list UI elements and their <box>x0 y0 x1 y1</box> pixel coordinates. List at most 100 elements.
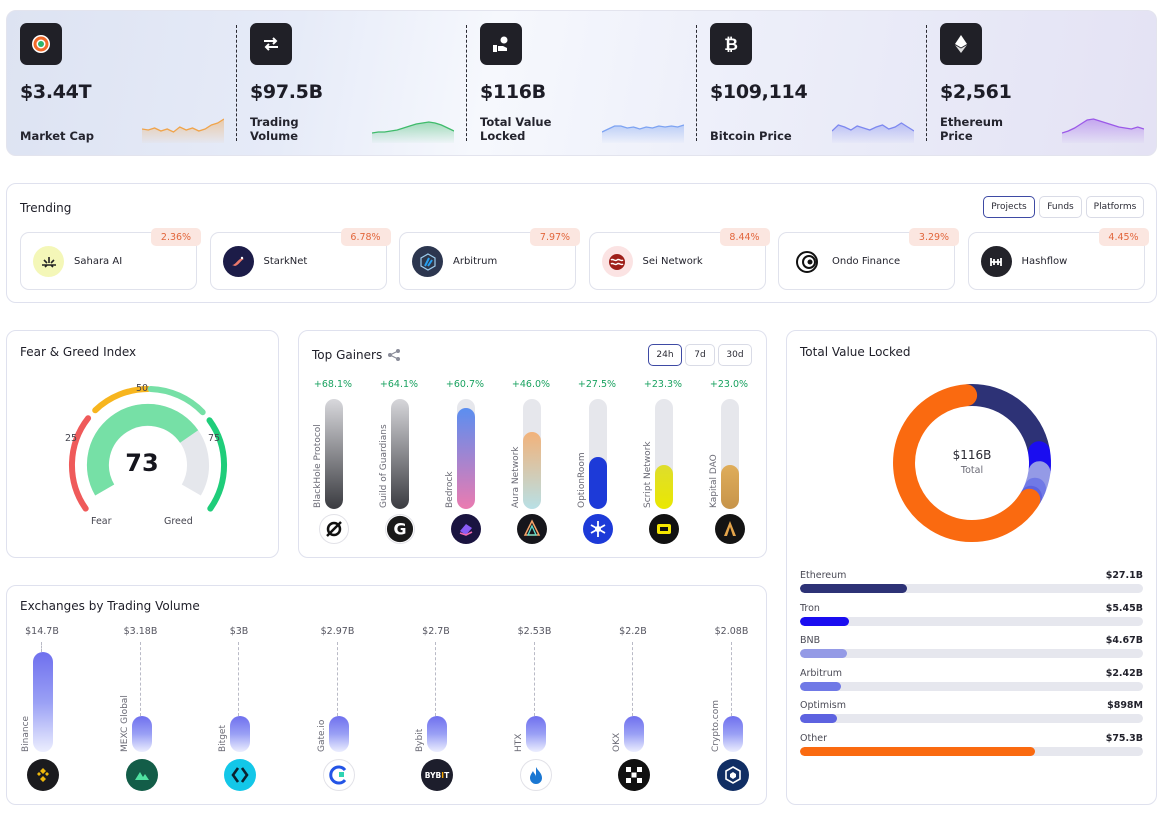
tvl-row-tron[interactable]: Tron $5.45B <box>800 603 1143 629</box>
tvl-row-other[interactable]: Other $75.3B <box>800 733 1143 759</box>
trending-card-ondo-finance[interactable]: Ondo Finance 3.29% <box>778 228 959 290</box>
leader-line <box>139 642 141 716</box>
leader-line <box>238 642 239 716</box>
change-badge: 3.29% <box>909 228 959 246</box>
donut-slice-ethereum[interactable] <box>957 384 1050 461</box>
stat-value: $2,561 <box>940 81 1012 103</box>
gainer-column[interactable]: +23.3% Script Network <box>637 331 689 544</box>
okx-icon <box>618 759 650 791</box>
gainer-change: +46.0% <box>511 379 551 390</box>
trending-card-starknet[interactable]: StarkNet 6.78% <box>209 228 391 290</box>
gainer-bar-fill <box>721 465 739 509</box>
bybit-icon: BYBIT <box>421 759 453 791</box>
exchange-volume: $3.18B <box>123 626 158 637</box>
tvl-bar-track <box>800 649 1143 659</box>
gainer-column[interactable]: +27.5% OptionRoom <box>571 331 623 544</box>
tvl-row-ethereum[interactable]: Ethereum $27.1B <box>800 570 1143 596</box>
starknet-icon <box>222 246 254 277</box>
exchange-volume: $2.2B <box>619 626 647 637</box>
fear-greed-gauge <box>68 385 227 512</box>
tvl-chain-name: Optimism <box>800 700 846 712</box>
divider <box>236 25 237 141</box>
gainer-column[interactable]: +68.1% BlackHole Protocol <box>307 331 359 544</box>
trending-panel: Trending Projects Funds Platforms Sahara… <box>6 183 1157 303</box>
gainer-name-wrap: BlackHole Protocol <box>313 424 325 508</box>
exchange-column-okx[interactable]: $2.2B OKX <box>611 586 709 791</box>
trending-card-hashflow[interactable]: Hashflow 4.45% <box>967 228 1149 290</box>
hashflow-icon <box>980 246 1012 277</box>
gainer-column[interactable]: +23.0% Kapital DAO <box>703 331 755 544</box>
trending-card-arbitrum[interactable]: Arbitrum 7.97% <box>399 228 580 290</box>
gainer-name-wrap: Script Network <box>643 441 655 508</box>
gauge-segment-3 <box>206 417 227 512</box>
share-icon[interactable] <box>387 348 401 362</box>
tab-7d[interactable]: 7d <box>685 344 715 366</box>
exchange-volume-bar <box>131 716 152 752</box>
gainer-name-wrap: Aura Network <box>511 446 523 508</box>
tab-24h[interactable]: 24h <box>648 344 682 366</box>
trending-card-sei-network[interactable]: Sei Network 8.44% <box>588 228 770 290</box>
exchange-column-crypto-com[interactable]: $2.08B Crypto.com <box>710 586 808 791</box>
stats-banner: $3.44T Market Cap $97.5B Trading Volume $116… <box>6 10 1157 156</box>
exchange-column-binance[interactable]: $14.7B Binance <box>20 586 118 791</box>
tab-funds[interactable]: Funds <box>1039 196 1082 218</box>
tvl-chain-name: Tron <box>800 602 820 614</box>
gauge-tick-75: 75 <box>208 433 221 444</box>
svg-text:G: G <box>393 520 406 539</box>
sparkline <box>142 118 224 143</box>
exchange-volume: $14.7B <box>25 626 59 637</box>
gainer-change: +68.1% <box>313 379 353 390</box>
svg-text:BYBIT: BYBIT <box>425 771 450 780</box>
tvl-bar-fill <box>800 681 842 691</box>
tvl-bar-track <box>800 714 1143 724</box>
tvl-row-optimism[interactable]: Optimism $898M <box>800 700 1143 726</box>
tab-platforms[interactable]: Platforms <box>1086 196 1144 218</box>
gainer-name-wrap: Kapital DAO <box>709 454 721 508</box>
trending-name: Sahara AI <box>74 256 123 267</box>
market-cap-icon <box>20 23 62 65</box>
sei-network-icon <box>601 246 633 277</box>
exchange-volume: $3B <box>229 626 249 637</box>
gainer-bar-fill <box>523 432 541 509</box>
gainer-bar-track <box>721 399 739 509</box>
kapital-dao-icon <box>715 514 745 544</box>
exchange-column-bitget[interactable]: $3B Bitget <box>217 586 315 791</box>
tab-projects[interactable]: Projects <box>983 196 1035 218</box>
exchange-volume-bar <box>624 716 644 752</box>
gainer-name: Bedrock <box>445 471 455 508</box>
exchange-column-mexc-global[interactable]: $3.18B MEXC Global <box>119 586 217 791</box>
gainer-column[interactable]: +60.7% Bedrock <box>439 331 491 544</box>
gainer-bar-track <box>391 399 409 509</box>
stat-value: $97.5B <box>250 81 323 103</box>
tab-30d[interactable]: 30d <box>718 344 752 366</box>
exchange-name-wrap: Bybit <box>413 729 425 752</box>
tvl-row-bnb[interactable]: BNB $4.67B <box>800 635 1143 661</box>
gainer-column[interactable]: +64.1% Guild of Guardians G <box>373 331 425 544</box>
gainer-bar-fill <box>325 399 343 509</box>
gainer-column[interactable]: +46.0% Aura Network <box>505 331 557 544</box>
gainer-name-wrap: Guild of Guardians <box>379 424 391 508</box>
tvl-bar-fill <box>800 616 850 626</box>
divider <box>696 25 697 141</box>
exchange-name-wrap: HTX <box>512 734 524 752</box>
exchange-column-bybit[interactable]: $2.7B Bybit BYBIT <box>413 586 512 791</box>
exchange-column-htx[interactable]: $2.53B HTX <box>512 586 611 791</box>
exchange-volume: $2.7B <box>422 626 450 637</box>
exchange-column-gate-io[interactable]: $2.97B Gate.io <box>315 586 414 791</box>
exchange-name-wrap: Gate.io <box>315 720 327 752</box>
leader-line <box>336 642 338 716</box>
trending-card-sahara-ai[interactable]: Sahara AI 2.36% <box>20 228 201 290</box>
tvl-bar-track <box>800 747 1143 756</box>
fear-greed-title: Fear & Greed Index <box>20 345 137 359</box>
fear-greed-value: 73 <box>125 449 159 477</box>
exchanges-panel: Exchanges by Trading Volume $14.7B Binanc… <box>6 585 767 805</box>
aura-network-icon <box>517 514 547 544</box>
bitcoin-icon: ₿ <box>710 23 752 65</box>
donut-slice-other[interactable] <box>893 384 1041 543</box>
tvl-row-arbitrum[interactable]: Arbitrum $2.42B <box>800 668 1143 694</box>
exchange-name: Crypto.com <box>710 700 721 752</box>
gauge-tick-25: 25 <box>65 433 78 444</box>
gainer-bar-track <box>523 399 541 509</box>
exchange-name: Gate.io <box>316 719 327 752</box>
leader-line <box>533 642 535 716</box>
